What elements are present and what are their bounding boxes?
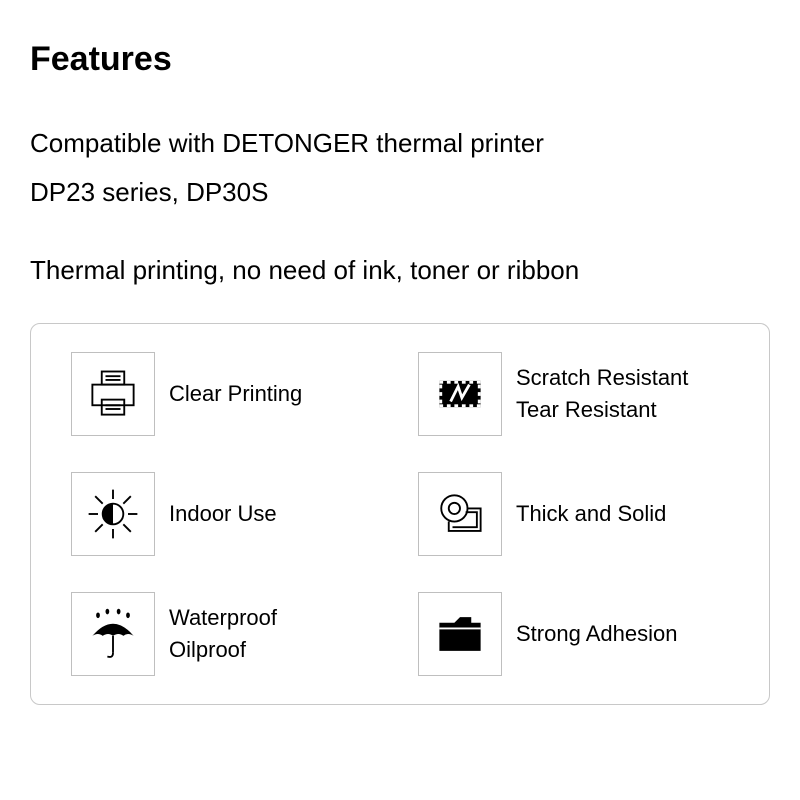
feature-indoor-use: Indoor Use (71, 472, 398, 556)
feature-waterproof: Waterproof Oilproof (71, 592, 398, 676)
feature-thick-solid: Thick and Solid (418, 472, 745, 556)
umbrella-icon (71, 592, 155, 676)
feature-waterproof-label: Waterproof Oilproof (169, 602, 277, 666)
tape-roll-icon (418, 472, 502, 556)
waterproof-text: Waterproof (169, 602, 277, 634)
folder-icon (418, 592, 502, 676)
description-line-2: DP23 series, DP30S (30, 168, 770, 217)
feature-scratch-tear-label: Scratch Resistant Tear Resistant (516, 362, 688, 426)
feature-strong-adhesion: Strong Adhesion (418, 592, 745, 676)
feature-thick-solid-label: Thick and Solid (516, 498, 666, 530)
tear-resistant-text: Tear Resistant (516, 394, 688, 426)
scratch-resistant-text: Scratch Resistant (516, 362, 688, 394)
tear-resistant-icon (418, 352, 502, 436)
printer-icon (71, 352, 155, 436)
feature-clear-printing-label: Clear Printing (169, 378, 302, 410)
description-line-1: Compatible with DETONGER thermal printer (30, 119, 770, 168)
feature-indoor-use-label: Indoor Use (169, 498, 277, 530)
indoor-sun-icon (71, 472, 155, 556)
feature-strong-adhesion-label: Strong Adhesion (516, 618, 677, 650)
section-title: Features (30, 40, 770, 79)
feature-clear-printing: Clear Printing (71, 352, 398, 436)
description-block-2: Thermal printing, no need of ink, toner … (30, 246, 770, 295)
oilproof-text: Oilproof (169, 634, 277, 666)
description-line-3: Thermal printing, no need of ink, toner … (30, 246, 770, 295)
features-grid: Clear Printing Scratch Resistant Tear Re… (30, 323, 770, 705)
description-block: Compatible with DETONGER thermal printer… (30, 119, 770, 218)
feature-scratch-tear: Scratch Resistant Tear Resistant (418, 352, 745, 436)
